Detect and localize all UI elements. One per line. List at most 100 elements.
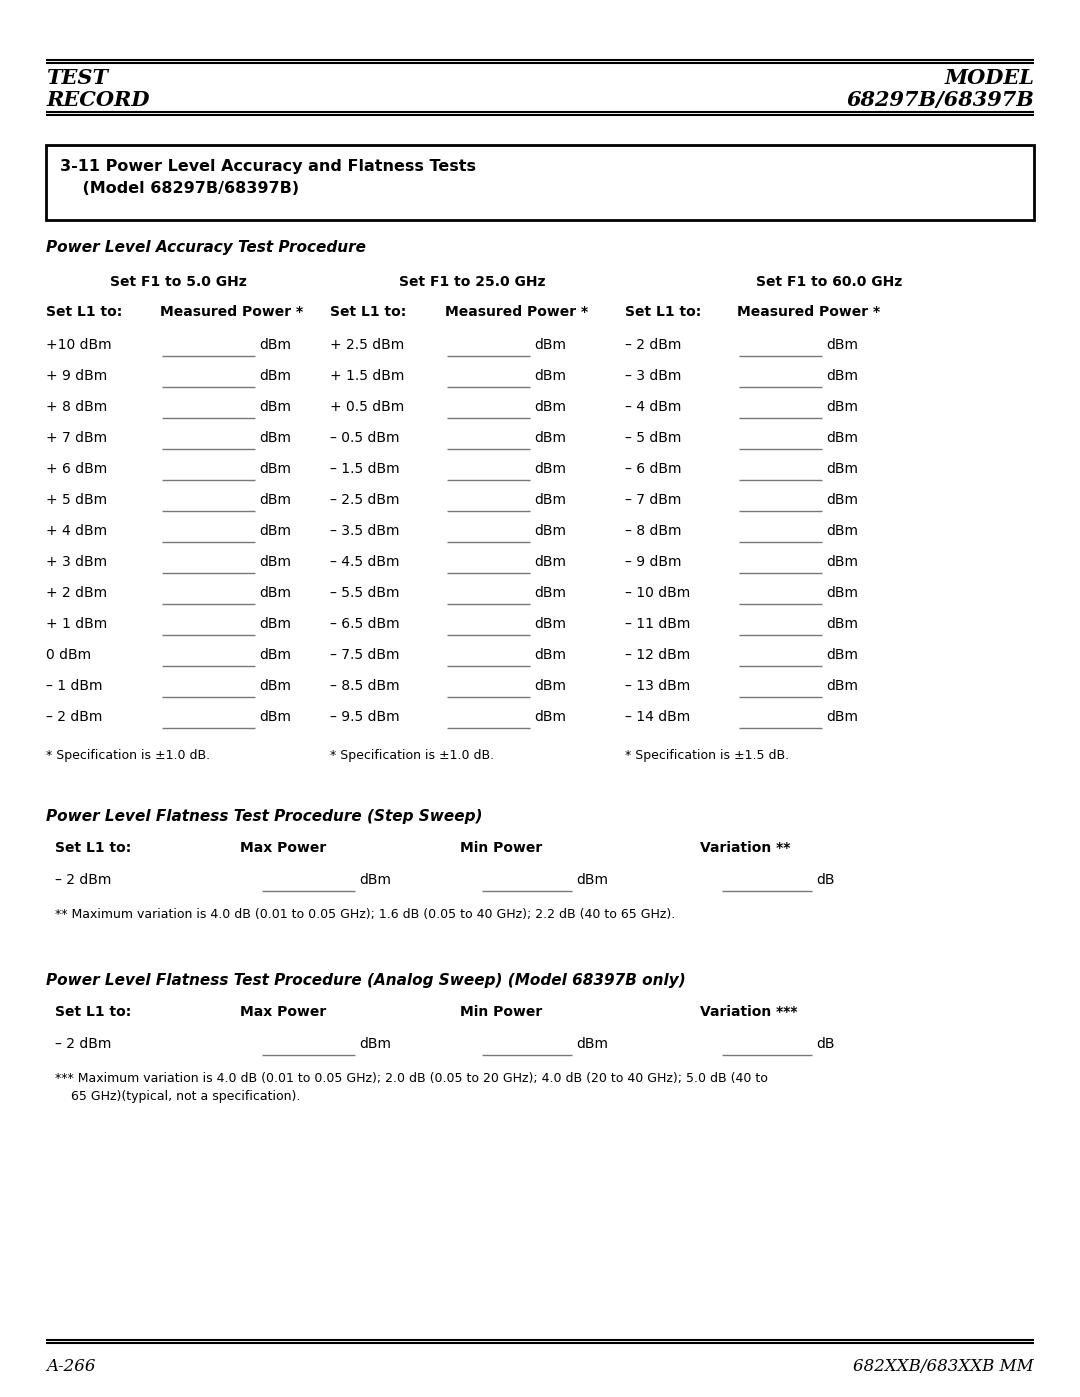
- Text: dBm: dBm: [534, 400, 566, 414]
- Text: Measured Power *: Measured Power *: [737, 305, 880, 319]
- Text: – 12 dBm: – 12 dBm: [625, 648, 690, 662]
- Text: MODEL: MODEL: [944, 68, 1034, 88]
- Text: dBm: dBm: [826, 462, 858, 476]
- Text: dBm: dBm: [259, 524, 291, 538]
- Text: – 3.5 dBm: – 3.5 dBm: [330, 524, 400, 538]
- Text: Set L1 to:: Set L1 to:: [625, 305, 701, 319]
- Text: Set L1 to:: Set L1 to:: [46, 305, 122, 319]
- Text: (Model 68297B/68397B): (Model 68297B/68397B): [60, 182, 299, 196]
- Text: + 2.5 dBm: + 2.5 dBm: [330, 338, 404, 352]
- Text: dBm: dBm: [826, 524, 858, 538]
- Text: dBm: dBm: [534, 524, 566, 538]
- Text: 682XXB/683XXB MM: 682XXB/683XXB MM: [853, 1358, 1034, 1375]
- Text: – 7 dBm: – 7 dBm: [625, 493, 681, 507]
- Text: + 0.5 dBm: + 0.5 dBm: [330, 400, 404, 414]
- Text: + 3 dBm: + 3 dBm: [46, 555, 107, 569]
- Text: Set L1 to:: Set L1 to:: [55, 841, 132, 855]
- Text: + 8 dBm: + 8 dBm: [46, 400, 107, 414]
- Text: – 4.5 dBm: – 4.5 dBm: [330, 555, 400, 569]
- Text: dBm: dBm: [576, 873, 608, 887]
- Text: dBm: dBm: [826, 338, 858, 352]
- Text: – 7.5 dBm: – 7.5 dBm: [330, 648, 400, 662]
- Text: Min Power: Min Power: [460, 841, 542, 855]
- Text: Power Level Accuracy Test Procedure: Power Level Accuracy Test Procedure: [46, 240, 366, 256]
- Text: dBm: dBm: [259, 462, 291, 476]
- Text: Max Power: Max Power: [240, 841, 326, 855]
- Text: Set F1 to 5.0 GHz: Set F1 to 5.0 GHz: [110, 275, 246, 289]
- Text: – 2 dBm: – 2 dBm: [625, 338, 681, 352]
- Text: Power Level Flatness Test Procedure (Step Sweep): Power Level Flatness Test Procedure (Ste…: [46, 809, 483, 824]
- Text: dBm: dBm: [534, 585, 566, 599]
- Text: RECORD: RECORD: [46, 89, 149, 110]
- Text: * Specification is ±1.0 dB.: * Specification is ±1.0 dB.: [46, 749, 211, 761]
- Text: + 1 dBm: + 1 dBm: [46, 617, 107, 631]
- Text: dBm: dBm: [534, 555, 566, 569]
- Text: Measured Power *: Measured Power *: [445, 305, 589, 319]
- Text: Set F1 to 60.0 GHz: Set F1 to 60.0 GHz: [756, 275, 902, 289]
- Text: dBm: dBm: [826, 493, 858, 507]
- Text: dBm: dBm: [826, 432, 858, 446]
- Text: dB: dB: [816, 873, 835, 887]
- Text: 0 dBm: 0 dBm: [46, 648, 91, 662]
- Text: – 0.5 dBm: – 0.5 dBm: [330, 432, 400, 446]
- Text: – 11 dBm: – 11 dBm: [625, 617, 690, 631]
- Text: + 5 dBm: + 5 dBm: [46, 493, 107, 507]
- Text: + 6 dBm: + 6 dBm: [46, 462, 107, 476]
- Text: Power Level Flatness Test Procedure (Analog Sweep) (Model 68397B only): Power Level Flatness Test Procedure (Ana…: [46, 972, 686, 988]
- Text: 68297B/68397B: 68297B/68397B: [846, 89, 1034, 110]
- Text: – 3 dBm: – 3 dBm: [625, 369, 681, 383]
- Text: – 1.5 dBm: – 1.5 dBm: [330, 462, 400, 476]
- Text: 65 GHz)(typical, not a specification).: 65 GHz)(typical, not a specification).: [55, 1090, 300, 1104]
- Text: dBm: dBm: [259, 338, 291, 352]
- Text: dBm: dBm: [826, 679, 858, 693]
- Text: – 8.5 dBm: – 8.5 dBm: [330, 679, 400, 693]
- Text: Max Power: Max Power: [240, 1004, 326, 1018]
- Text: dBm: dBm: [576, 1037, 608, 1051]
- Text: Min Power: Min Power: [460, 1004, 542, 1018]
- Text: – 4 dBm: – 4 dBm: [625, 400, 681, 414]
- Text: dBm: dBm: [259, 400, 291, 414]
- Text: dBm: dBm: [534, 432, 566, 446]
- Text: – 2 dBm: – 2 dBm: [55, 1037, 111, 1051]
- Text: dBm: dBm: [259, 493, 291, 507]
- Text: – 9 dBm: – 9 dBm: [625, 555, 681, 569]
- Text: dB: dB: [816, 1037, 835, 1051]
- Text: – 10 dBm: – 10 dBm: [625, 585, 690, 599]
- Text: A-266: A-266: [46, 1358, 95, 1375]
- Text: dBm: dBm: [359, 1037, 391, 1051]
- Text: dBm: dBm: [534, 369, 566, 383]
- Text: dBm: dBm: [534, 338, 566, 352]
- Text: dBm: dBm: [259, 617, 291, 631]
- Text: dBm: dBm: [259, 555, 291, 569]
- Text: – 13 dBm: – 13 dBm: [625, 679, 690, 693]
- Text: dBm: dBm: [826, 555, 858, 569]
- Text: dBm: dBm: [826, 710, 858, 724]
- Text: *** Maximum variation is 4.0 dB (0.01 to 0.05 GHz); 2.0 dB (0.05 to 20 GHz); 4.0: *** Maximum variation is 4.0 dB (0.01 to…: [55, 1071, 768, 1085]
- Text: * Specification is ±1.5 dB.: * Specification is ±1.5 dB.: [625, 749, 789, 761]
- Text: dBm: dBm: [534, 648, 566, 662]
- Text: + 7 dBm: + 7 dBm: [46, 432, 107, 446]
- Text: dBm: dBm: [534, 462, 566, 476]
- Text: dBm: dBm: [826, 369, 858, 383]
- Text: +10 dBm: +10 dBm: [46, 338, 111, 352]
- Text: + 1.5 dBm: + 1.5 dBm: [330, 369, 404, 383]
- Text: – 9.5 dBm: – 9.5 dBm: [330, 710, 400, 724]
- Text: – 1 dBm: – 1 dBm: [46, 679, 103, 693]
- Text: dBm: dBm: [534, 493, 566, 507]
- Text: dBm: dBm: [259, 648, 291, 662]
- Text: dBm: dBm: [826, 585, 858, 599]
- Text: dBm: dBm: [826, 400, 858, 414]
- Text: + 2 dBm: + 2 dBm: [46, 585, 107, 599]
- Text: 3-11 Power Level Accuracy and Flatness Tests: 3-11 Power Level Accuracy and Flatness T…: [60, 159, 476, 175]
- Bar: [46, 145, 1034, 219]
- Text: + 4 dBm: + 4 dBm: [46, 524, 107, 538]
- Text: dBm: dBm: [534, 617, 566, 631]
- Text: dBm: dBm: [534, 679, 566, 693]
- Text: + 9 dBm: + 9 dBm: [46, 369, 107, 383]
- Text: dBm: dBm: [359, 873, 391, 887]
- Text: dBm: dBm: [826, 648, 858, 662]
- Text: * Specification is ±1.0 dB.: * Specification is ±1.0 dB.: [330, 749, 495, 761]
- Text: – 2.5 dBm: – 2.5 dBm: [330, 493, 400, 507]
- Text: Set F1 to 25.0 GHz: Set F1 to 25.0 GHz: [399, 275, 545, 289]
- Text: – 5.5 dBm: – 5.5 dBm: [330, 585, 400, 599]
